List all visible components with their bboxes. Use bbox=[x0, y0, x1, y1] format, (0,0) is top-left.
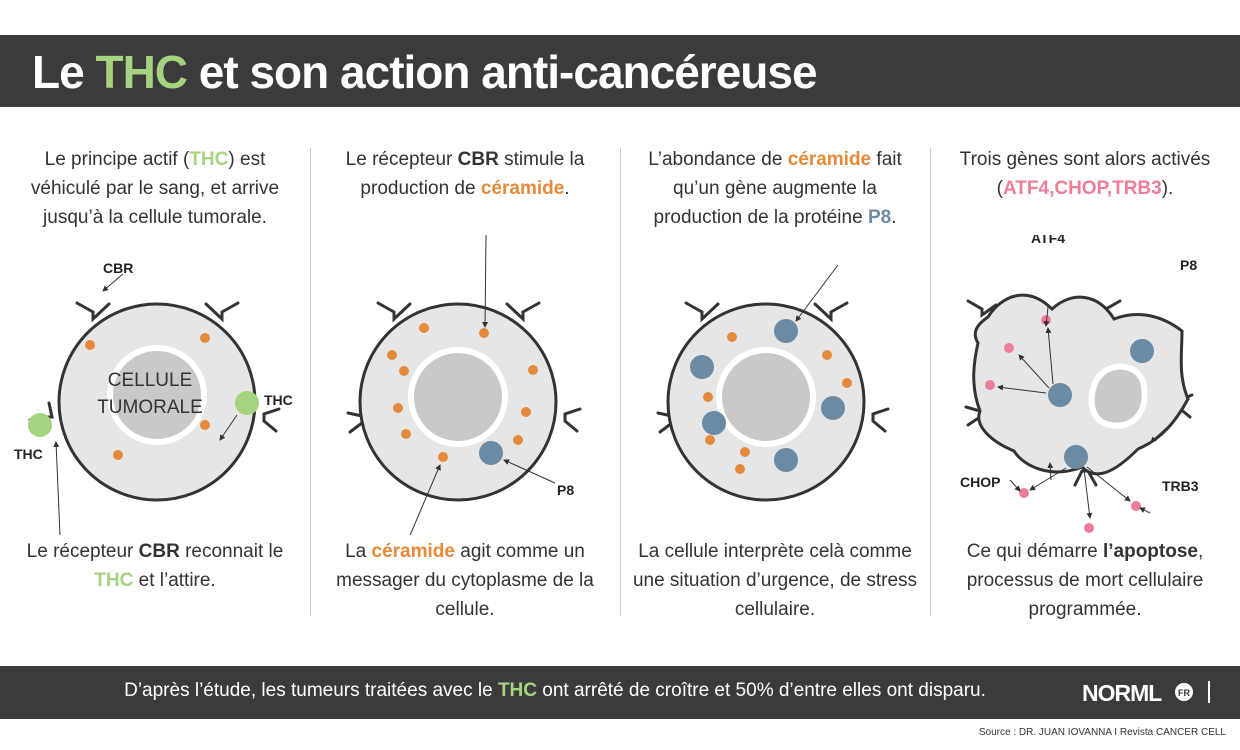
footer-bar: D’après l’étude, les tumeurs traitées av… bbox=[0, 666, 1240, 719]
panel-gene-activation: Trois gènes sont alors activés (ATF4,CHO… bbox=[930, 140, 1240, 630]
trb3-gene-dot bbox=[1131, 501, 1141, 511]
title-bar: Le THC et son action anti-cancéreuse bbox=[0, 35, 1240, 107]
ceramide-dot bbox=[479, 328, 489, 338]
p8-protein bbox=[1130, 339, 1154, 363]
ceramide-dot bbox=[513, 435, 523, 445]
page-title: Le THC et son action anti-cancéreuse bbox=[32, 46, 818, 98]
ceramide-dot bbox=[727, 332, 737, 342]
cbr-receptor-icon bbox=[262, 407, 281, 433]
ceramide-dot bbox=[528, 365, 538, 375]
cbr-receptor-icon bbox=[684, 301, 720, 323]
ceramide-dot bbox=[200, 333, 210, 343]
ceramide-dot bbox=[740, 447, 750, 457]
ceramide-dot bbox=[399, 366, 409, 376]
ceramide-dot bbox=[842, 378, 852, 388]
thc-label: THC bbox=[264, 392, 293, 408]
panel-p8-production: L’abondance de céramide fait qu’un gène … bbox=[620, 140, 930, 630]
source-credit: Source : DR. JUAN IOVANNA I Revista CANC… bbox=[978, 727, 1226, 738]
panel-divider bbox=[620, 148, 621, 616]
panel-1-bottom-caption: Le récepteur CBR reconnait le THC et l’a… bbox=[26, 541, 284, 591]
ceramide-dot bbox=[419, 323, 429, 333]
cbr-receptor-icon bbox=[376, 301, 412, 323]
cbr-receptor-icon bbox=[75, 301, 111, 323]
p8-label: P8 bbox=[557, 482, 574, 498]
panel-thc-transport: Le principe actif (THC) est véhiculé par… bbox=[0, 140, 310, 630]
cell-name-label: TUMORALE bbox=[97, 397, 203, 418]
panel-2-bottom-caption: La céramide agit comme un messager du cy… bbox=[336, 541, 594, 620]
svg-text:FR: FR bbox=[1178, 688, 1190, 698]
ceramide-dot bbox=[113, 450, 123, 460]
p8-protein bbox=[774, 448, 798, 472]
cbr-receptor-icon bbox=[813, 301, 849, 323]
cbr-receptor-icon bbox=[966, 299, 998, 318]
cell-nucleus bbox=[107, 345, 207, 445]
panel-ceramide-production: Le récepteur CBR stimule la production d… bbox=[310, 140, 620, 630]
ceramide-dot bbox=[705, 435, 715, 445]
p8-protein bbox=[774, 319, 798, 343]
p8-protein bbox=[1064, 445, 1088, 469]
ceramide-dot bbox=[703, 392, 713, 402]
p8-label: P8 bbox=[1180, 257, 1197, 273]
panel-4-bottom-caption: Ce qui démarre l’apoptose, processus de … bbox=[966, 541, 1204, 620]
panel-divider bbox=[310, 148, 311, 616]
ceramide-dot bbox=[401, 429, 411, 439]
atf4-label: ATF4 bbox=[1031, 235, 1065, 246]
ceramide-dot bbox=[735, 464, 745, 474]
panel-3-bottom-caption: La cellule interprète celà comme une sit… bbox=[632, 541, 918, 620]
svg-text:NORML: NORML bbox=[1082, 680, 1162, 706]
gene-dot bbox=[985, 380, 995, 390]
ceramide-dot bbox=[521, 407, 531, 417]
tumor-cell-diagram: CBR THC THC CELLULE TUMORALE bbox=[14, 260, 293, 535]
panel-1-top-caption: Le principe actif (THC) est véhiculé par… bbox=[30, 149, 280, 228]
panel-2-top-caption: Le récepteur CBR stimule la production d… bbox=[345, 149, 585, 199]
ceramide-dot bbox=[85, 340, 95, 350]
thc-molecule bbox=[235, 391, 259, 415]
cell-nucleus-fragmented bbox=[1088, 363, 1148, 429]
cbr-receptor-icon bbox=[505, 301, 541, 323]
ceramide-dot bbox=[822, 350, 832, 360]
chop-label: CHOP bbox=[960, 474, 1000, 490]
ceramide-dot bbox=[393, 403, 403, 413]
panel-divider bbox=[930, 148, 931, 616]
cbr-receptor-icon bbox=[871, 407, 890, 433]
ceramide-dot bbox=[200, 420, 210, 430]
gene-dot bbox=[1004, 343, 1014, 353]
thc-label: THC bbox=[14, 446, 43, 462]
cell-nucleus bbox=[408, 347, 508, 447]
cbr-receptor-icon bbox=[204, 301, 240, 323]
cell-name-label: CELLULE bbox=[108, 370, 193, 391]
p8-protein bbox=[1048, 383, 1072, 407]
p8-protein bbox=[702, 411, 726, 435]
title-thc-highlight: THC bbox=[95, 46, 188, 98]
p8-protein bbox=[821, 396, 845, 420]
p8-protein bbox=[479, 441, 503, 465]
cell-membrane-deformed bbox=[972, 293, 1190, 476]
normlfr-logo[interactable]: NORML FR bbox=[1082, 678, 1212, 708]
p8-protein bbox=[690, 355, 714, 379]
footer-conclusion: D’après l’étude, les tumeurs traitées av… bbox=[124, 680, 986, 701]
thc-molecule bbox=[28, 413, 52, 437]
apoptotic-cell-diagram: ATF4 P8 CHOP TRB3 bbox=[960, 235, 1199, 533]
chop-gene-dot bbox=[1019, 488, 1029, 498]
panel-3-top-caption: L’abondance de céramide fait qu’un gène … bbox=[648, 149, 902, 228]
gene-dot bbox=[1084, 523, 1094, 533]
ceramide-dot bbox=[438, 452, 448, 462]
cell-nucleus bbox=[716, 347, 816, 447]
trb3-label: TRB3 bbox=[1162, 478, 1199, 494]
cbr-receptor-icon bbox=[563, 407, 582, 433]
cbr-label: CBR bbox=[103, 260, 133, 276]
tumor-cell-diagram bbox=[656, 264, 890, 502]
tumor-cell-diagram: P8 bbox=[346, 235, 582, 535]
ceramide-dot bbox=[387, 350, 397, 360]
panel-4-top-caption: Trois gènes sont alors activés (ATF4,CHO… bbox=[959, 149, 1211, 199]
